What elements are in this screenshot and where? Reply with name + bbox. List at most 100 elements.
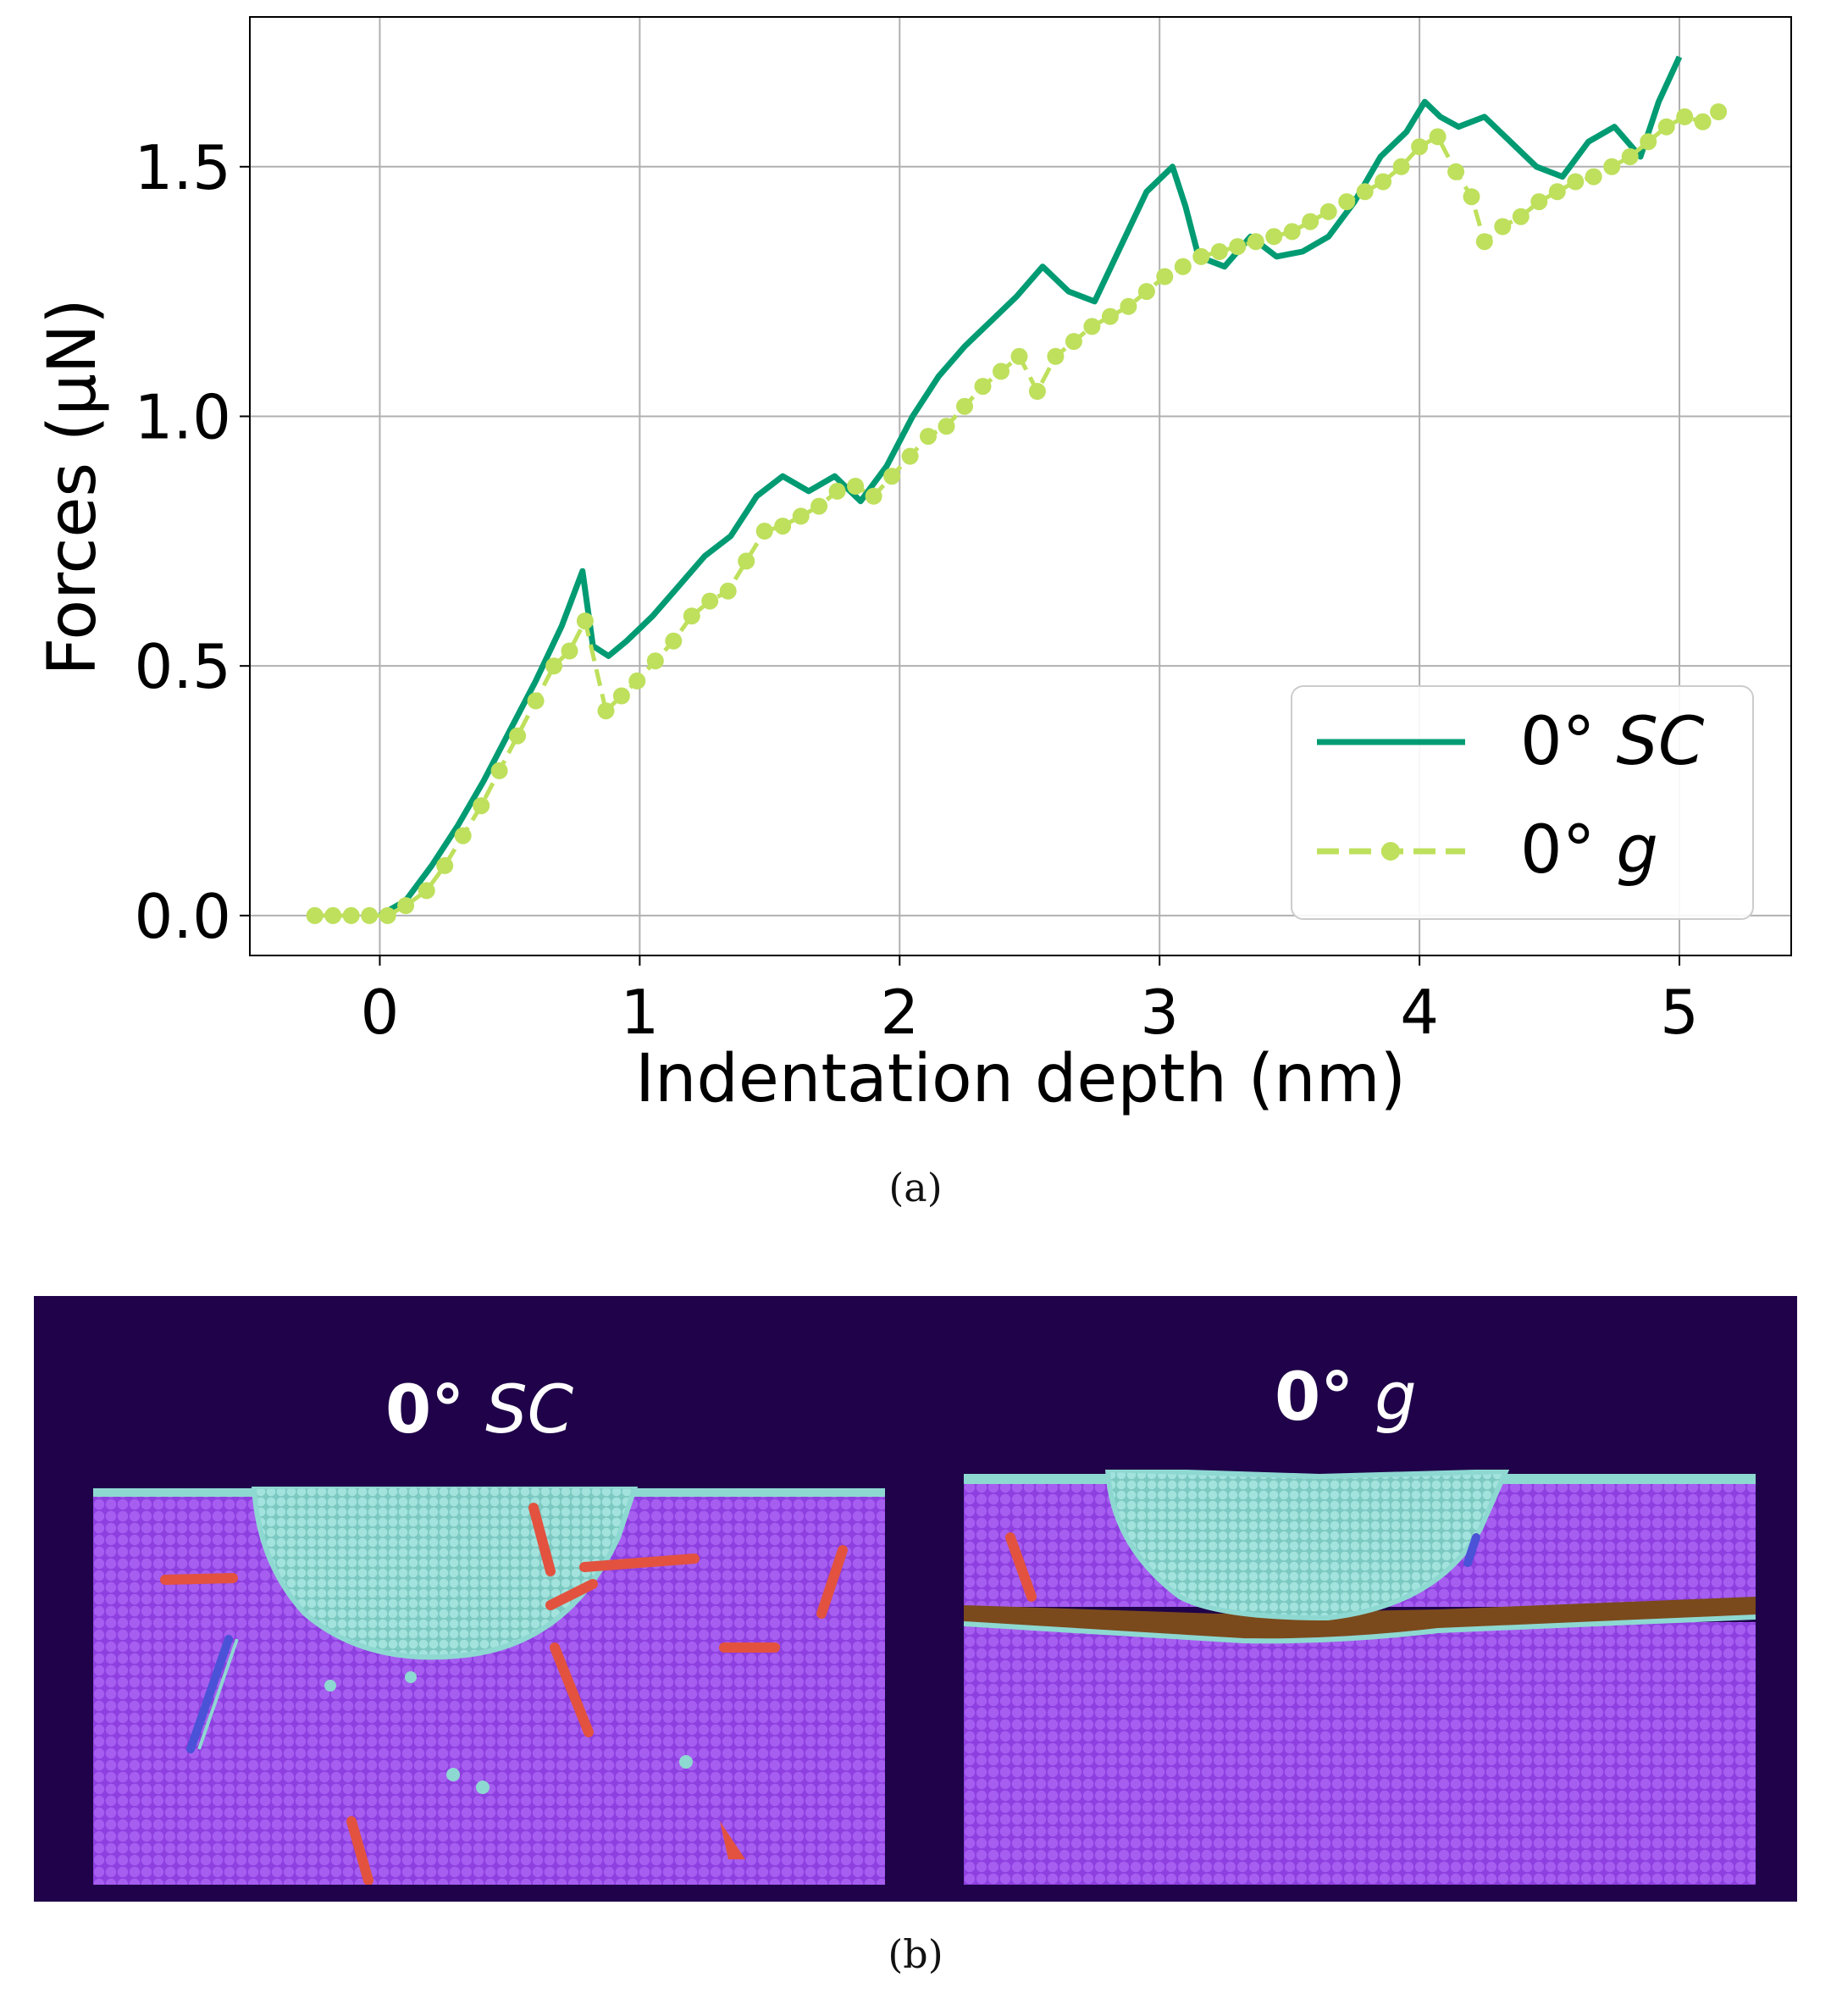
sim-title-right-italic: g <box>1375 1360 1417 1436</box>
y-tick-label: 0.0 <box>134 881 231 952</box>
sim-title-left-italic: SC <box>485 1372 574 1448</box>
series-point-1 <box>1319 202 1337 220</box>
simulation-panel: 0° SC 0° g <box>34 1296 1797 1902</box>
series-point-1 <box>1694 113 1712 130</box>
series-point-1 <box>418 882 435 900</box>
series-point-1 <box>1137 283 1155 301</box>
series-point-1 <box>738 552 755 570</box>
sc-defect-4 <box>545 1579 598 1610</box>
series-point-1 <box>561 642 578 660</box>
series-point-1 <box>1512 208 1530 225</box>
series-point-1 <box>1375 173 1392 191</box>
legend: 0° SC 0° g <box>1291 685 1754 920</box>
legend-label-sc-prefix: 0° <box>1520 704 1616 780</box>
legend-label-g: 0° g <box>1520 812 1658 889</box>
series-point-1 <box>1548 183 1566 201</box>
sc-defect-1 <box>528 1503 556 1576</box>
x-tick-label: 1 <box>620 977 659 1048</box>
series-point-1 <box>1047 347 1065 365</box>
legend-label-sc-italic: SC <box>1616 704 1705 780</box>
series-point-1 <box>1302 213 1319 230</box>
series-point-1 <box>306 906 324 924</box>
series-point-1 <box>342 906 360 924</box>
legend-label-g-italic: g <box>1616 812 1658 889</box>
series-point-1 <box>810 497 828 515</box>
g-interface-edge <box>964 1614 1756 1644</box>
x-tick-label: 4 <box>1400 977 1439 1048</box>
plot-frame <box>249 16 1792 956</box>
series-point-1 <box>509 727 527 745</box>
x-tick-label: 3 <box>1140 977 1179 1048</box>
series-point-1 <box>379 906 396 924</box>
series-point-1 <box>1083 318 1101 335</box>
sc-defect-9 <box>720 1821 745 1859</box>
g-matrix-lower <box>964 1622 1756 1885</box>
series-point-1 <box>1621 148 1639 165</box>
y-tick-label: 1.0 <box>134 381 231 452</box>
series-point-1 <box>1174 258 1192 275</box>
sc-blue-edge <box>197 1638 239 1750</box>
sc-defect-3 <box>160 1573 238 1585</box>
series-point-1 <box>1338 193 1356 211</box>
series-point-1 <box>1494 218 1512 235</box>
series-point-1 <box>792 507 810 525</box>
series-point-1 <box>576 612 594 630</box>
series-point-1 <box>397 897 415 915</box>
sc-blue-defect <box>186 1635 233 1753</box>
series-point-1 <box>774 518 792 535</box>
series-point-1 <box>646 652 664 670</box>
caption-a: (a) <box>888 1165 943 1210</box>
series-point-1 <box>901 447 919 465</box>
y-tick-label: 1.5 <box>134 132 231 203</box>
series-point-1 <box>938 418 955 435</box>
x-axis-label: Indentation depth (nm) <box>635 1041 1406 1117</box>
series-point-1 <box>683 607 700 625</box>
series-point-1 <box>324 906 342 924</box>
series-point-1 <box>473 797 490 815</box>
series-point-1 <box>1210 243 1228 260</box>
series-point-1 <box>1710 103 1728 120</box>
series-point-1 <box>490 762 508 779</box>
y-axis-label: Forces (μN) <box>35 298 111 675</box>
series-point-1 <box>1429 128 1447 146</box>
series-point-1 <box>1657 118 1675 136</box>
y-tick-label: 0.5 <box>134 631 231 702</box>
caption-b: (b) <box>888 1931 943 1977</box>
legend-marker-g <box>1381 842 1400 861</box>
series-point-1 <box>1265 228 1283 246</box>
series-point-1 <box>1603 158 1621 175</box>
series-point-1 <box>1392 158 1410 175</box>
series-point-1 <box>1447 163 1465 180</box>
series-point-1 <box>1411 138 1429 156</box>
series-point-1 <box>755 523 773 540</box>
series-point-1 <box>1585 168 1602 186</box>
series-point-1 <box>527 692 545 710</box>
series-point-1 <box>1676 108 1694 125</box>
series-point-1 <box>1156 268 1174 285</box>
sc-cluster-5 <box>405 1671 417 1683</box>
series-point-1 <box>436 856 454 874</box>
sim-image-sc <box>93 1487 885 1885</box>
sc-cluster-3 <box>476 1781 490 1794</box>
g-indent-zone <box>1104 1470 1510 1621</box>
series-point-1 <box>1229 238 1247 256</box>
series-point-1 <box>920 428 937 446</box>
series-layer <box>306 55 1728 924</box>
g-defect-1 <box>1005 1532 1037 1602</box>
series-point-1 <box>1475 233 1493 251</box>
series-point-1 <box>1356 183 1374 201</box>
series-point-1 <box>883 468 901 485</box>
sim-title-right: 0° g <box>1275 1360 1417 1436</box>
series-point-1 <box>1530 193 1548 211</box>
g-blue-defect <box>1463 1533 1480 1567</box>
series-point-1 <box>828 482 846 500</box>
sc-defect-5 <box>550 1642 594 1737</box>
ticks-layer: 0 1 2 3 4 5 0.0 0.5 1.0 1.5 <box>134 132 1698 1048</box>
g-interface-layer <box>964 1597 1756 1639</box>
series-point-1 <box>847 478 865 495</box>
sim-title-left: 0° SC <box>385 1372 573 1448</box>
series-point-1 <box>1640 133 1657 151</box>
sc-defect-2 <box>579 1554 700 1572</box>
series-point-1 <box>454 827 472 845</box>
series-point-1 <box>628 672 646 690</box>
